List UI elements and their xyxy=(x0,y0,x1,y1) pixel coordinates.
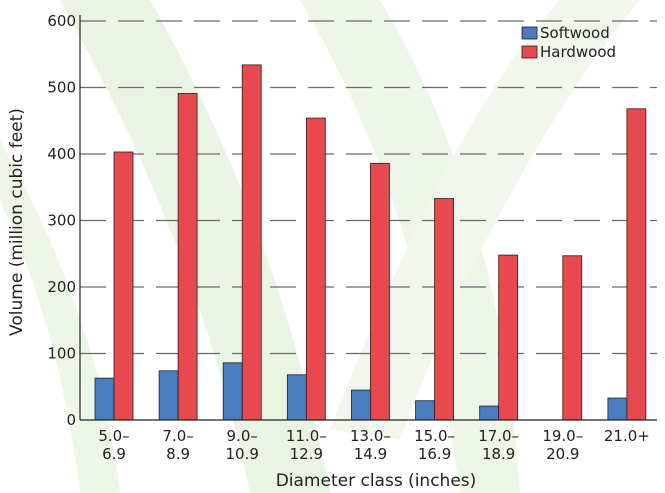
bar-hardwood-7 xyxy=(562,255,583,421)
legend-label-softwood: Softwood xyxy=(540,24,610,42)
x-tick-label: 12.9 xyxy=(290,445,323,463)
x-tick-label: 5.0– xyxy=(98,427,129,445)
x-tick-label: 10.9 xyxy=(226,445,259,463)
y-tick-label: 200 xyxy=(47,278,76,296)
x-tick-label: 7.0– xyxy=(162,427,193,445)
bar-softwood-5 xyxy=(415,400,435,421)
bar-hardwood-5 xyxy=(434,198,454,421)
y-axis-title: Volume (million cubic feet) xyxy=(7,108,27,336)
x-axis-title: Diameter class (inches) xyxy=(276,471,477,491)
x-tick-label: 6.9 xyxy=(102,445,126,463)
y-tick-label: 100 xyxy=(47,345,76,363)
x-tick-label: 19.0– xyxy=(542,427,583,445)
bar-softwood-1 xyxy=(158,370,179,421)
gridlines xyxy=(80,20,657,355)
y-tick-label: 400 xyxy=(47,145,76,163)
bar-softwood-8 xyxy=(607,397,628,421)
bar-hardwood-6 xyxy=(498,254,519,421)
legend-label-hardwood: Hardwood xyxy=(540,43,616,61)
axes xyxy=(79,15,657,421)
bar-hardwood-8 xyxy=(626,108,647,421)
bar-softwood-6 xyxy=(479,405,500,421)
bar-hardwood-2 xyxy=(241,64,262,421)
bar-softwood-4 xyxy=(351,389,371,421)
bar-hardwood-1 xyxy=(177,93,198,421)
y-tick-labels: 0 100 200 300 400 500 600 xyxy=(47,12,76,429)
x-tick-label: 11.0– xyxy=(286,427,327,445)
x-tick-label: 8.9 xyxy=(166,445,190,463)
legend-swatch-softwood xyxy=(521,26,538,40)
x-tick-label: 13.0– xyxy=(350,427,391,445)
bar-hardwood-0 xyxy=(113,151,134,421)
x-tick-label: 17.0– xyxy=(478,427,519,445)
x-tick-label: 14.9 xyxy=(354,445,387,463)
legend-swatch-hardwood xyxy=(521,45,538,59)
bar-softwood-2 xyxy=(222,362,243,421)
y-tick-label: 300 xyxy=(47,212,76,230)
x-tick-label: 20.9 xyxy=(546,445,579,463)
bar-hardwood-3 xyxy=(305,117,326,421)
x-tick-labels: 5.0–6.9 7.0–8.9 9.0–10.9 11.0–12.9 13.0–14.9… xyxy=(98,427,650,463)
x-tick-label: 15.0– xyxy=(414,427,455,445)
x-tick-label: 18.9 xyxy=(482,445,515,463)
y-tick-label: 500 xyxy=(47,79,76,97)
x-tick-label: 16.9 xyxy=(418,445,451,463)
bars xyxy=(94,64,647,421)
y-tick-label: 600 xyxy=(47,12,76,30)
bar-softwood-0 xyxy=(94,377,115,421)
bar-softwood-3 xyxy=(286,374,307,421)
y-tick-label: 0 xyxy=(66,411,76,429)
bar-hardwood-4 xyxy=(370,162,390,421)
x-tick-label: 21.0+ xyxy=(604,427,650,445)
x-tick-label: 9.0– xyxy=(227,427,258,445)
